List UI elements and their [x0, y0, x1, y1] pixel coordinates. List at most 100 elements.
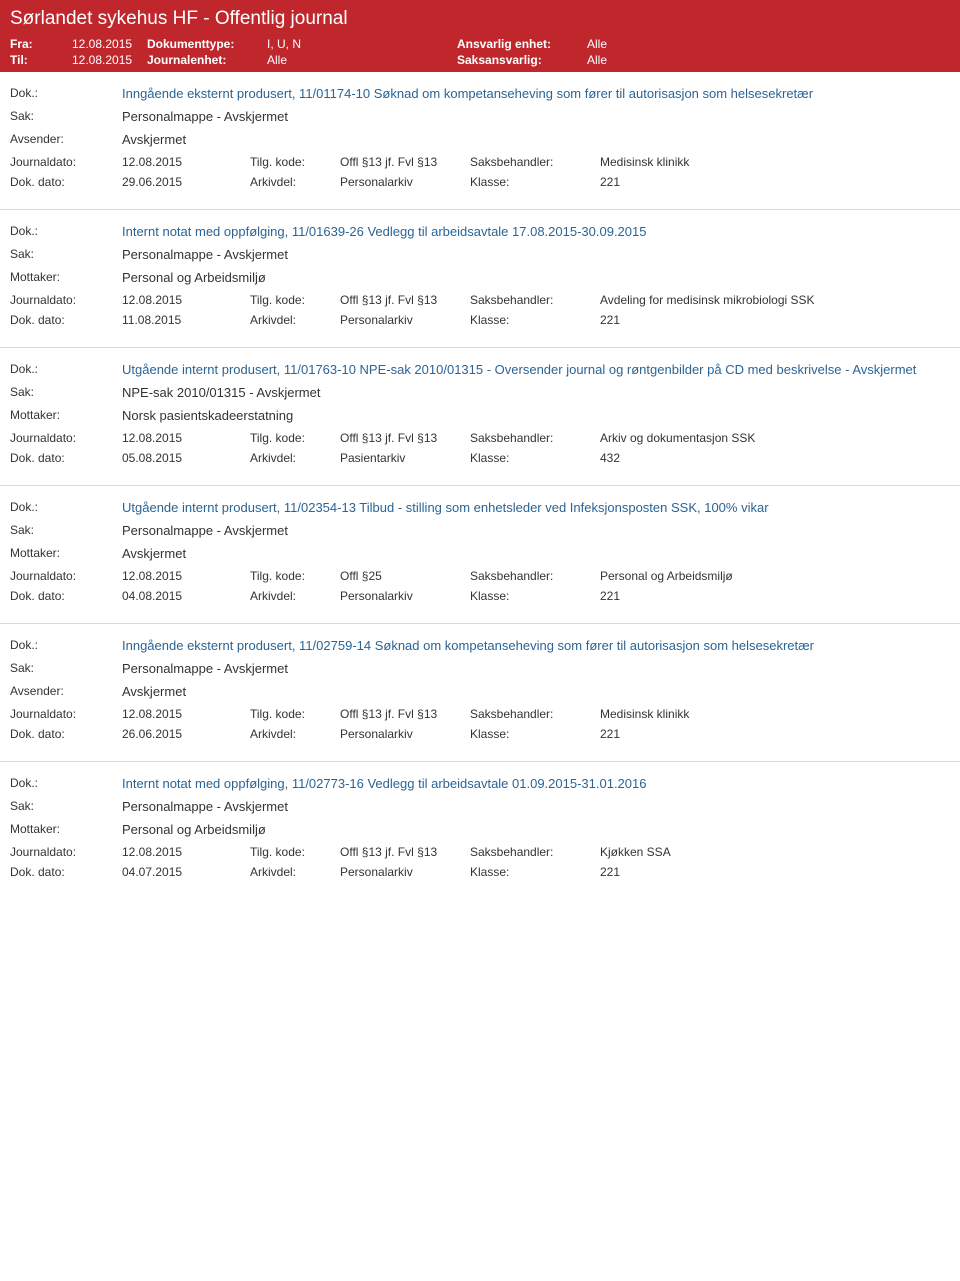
klasse-value: 221 — [600, 313, 950, 327]
dokdato-label: Dok. dato: — [10, 175, 122, 189]
journal-entry: Dok.: Internt notat med oppfølging, 11/0… — [0, 761, 960, 899]
dok-title: Inngående eksternt produsert, 11/01174-1… — [122, 86, 950, 101]
tilgkode-label: Tilg. kode: — [250, 707, 340, 721]
journaldato-label: Journaldato: — [10, 155, 122, 169]
dok-label: Dok.: — [10, 224, 122, 238]
tilgkode-value: Offl §13 jf. Fvl §13 — [340, 707, 470, 721]
dokdato-label: Dok. dato: — [10, 313, 122, 327]
klasse-label: Klasse: — [470, 313, 600, 327]
saksbehandler-label: Saksbehandler: — [470, 569, 600, 583]
klasse-label: Klasse: — [470, 175, 600, 189]
arkivdel-value: Personalarkiv — [340, 727, 470, 741]
journalenhet-value: Alle — [267, 53, 457, 67]
sak-value: NPE-sak 2010/01315 - Avskjermet — [122, 385, 950, 400]
journal-entry: Dok.: Internt notat med oppfølging, 11/0… — [0, 209, 960, 347]
til-label: Til: — [10, 53, 72, 67]
sak-value: Personalmappe - Avskjermet — [122, 247, 950, 262]
dokdato-label: Dok. dato: — [10, 589, 122, 603]
tilgkode-label: Tilg. kode: — [250, 569, 340, 583]
dokdato-value: 11.08.2015 — [122, 313, 250, 327]
fra-value: 12.08.2015 — [72, 37, 147, 51]
dokdato-label: Dok. dato: — [10, 865, 122, 879]
arkivdel-label: Arkivdel: — [250, 727, 340, 741]
party-label: Mottaker: — [10, 408, 122, 422]
saksbehandler-value: Kjøkken SSA — [600, 845, 950, 859]
dokdato-label: Dok. dato: — [10, 727, 122, 741]
saksbehandler-label: Saksbehandler: — [470, 155, 600, 169]
journaldato-value: 12.08.2015 — [122, 845, 250, 859]
party-label: Mottaker: — [10, 822, 122, 836]
tilgkode-value: Offl §13 jf. Fvl §13 — [340, 293, 470, 307]
journaldato-value: 12.08.2015 — [122, 431, 250, 445]
saksbehandler-value: Personal og Arbeidsmiljø — [600, 569, 950, 583]
dokdato-value: 04.07.2015 — [122, 865, 250, 879]
dok-label: Dok.: — [10, 638, 122, 652]
klasse-value: 432 — [600, 451, 950, 465]
tilgkode-label: Tilg. kode: — [250, 293, 340, 307]
dok-title: Inngående eksternt produsert, 11/02759-1… — [122, 638, 950, 653]
sak-value: Personalmappe - Avskjermet — [122, 799, 950, 814]
saksansvarlig-label: Saksansvarlig: — [457, 53, 587, 67]
party-label: Mottaker: — [10, 546, 122, 560]
sak-label: Sak: — [10, 799, 122, 813]
page-header: Sørlandet sykehus HF - Offentlig journal… — [0, 0, 960, 72]
klasse-label: Klasse: — [470, 589, 600, 603]
doktype-label: Dokumenttype: — [147, 37, 267, 51]
journal-entry: Dok.: Inngående eksternt produsert, 11/0… — [0, 623, 960, 761]
sak-label: Sak: — [10, 661, 122, 675]
arkivdel-label: Arkivdel: — [250, 589, 340, 603]
sak-label: Sak: — [10, 247, 122, 261]
dokdato-label: Dok. dato: — [10, 451, 122, 465]
journal-entry: Dok.: Utgående internt produsert, 11/023… — [0, 485, 960, 623]
arkivdel-label: Arkivdel: — [250, 313, 340, 327]
saksbehandler-value: Arkiv og dokumentasjon SSK — [600, 431, 950, 445]
klasse-value: 221 — [600, 727, 950, 741]
dok-label: Dok.: — [10, 500, 122, 514]
dok-label: Dok.: — [10, 86, 122, 100]
dok-label: Dok.: — [10, 362, 122, 376]
sak-label: Sak: — [10, 523, 122, 537]
saksbehandler-label: Saksbehandler: — [470, 707, 600, 721]
klasse-value: 221 — [600, 589, 950, 603]
fra-label: Fra: — [10, 37, 72, 51]
header-row-2: Til: 12.08.2015 Journalenhet: Alle Saksa… — [10, 52, 950, 68]
tilgkode-value: Offl §25 — [340, 569, 470, 583]
dok-title: Utgående internt produsert, 11/01763-10 … — [122, 362, 950, 377]
saksansvarlig-value: Alle — [587, 53, 607, 67]
page-title: Sørlandet sykehus HF - Offentlig journal — [10, 8, 950, 30]
arkivdel-label: Arkivdel: — [250, 865, 340, 879]
dok-title: Utgående internt produsert, 11/02354-13 … — [122, 500, 950, 515]
tilgkode-label: Tilg. kode: — [250, 431, 340, 445]
journaldato-value: 12.08.2015 — [122, 569, 250, 583]
party-value: Avskjermet — [122, 684, 950, 699]
party-value: Avskjermet — [122, 132, 950, 147]
journaldato-label: Journaldato: — [10, 431, 122, 445]
arkivdel-value: Personalarkiv — [340, 175, 470, 189]
journaldato-label: Journaldato: — [10, 293, 122, 307]
party-value: Norsk pasientskadeerstatning — [122, 408, 950, 423]
tilgkode-value: Offl §13 jf. Fvl §13 — [340, 155, 470, 169]
entries-container: Dok.: Inngående eksternt produsert, 11/0… — [0, 72, 960, 899]
journalenhet-label: Journalenhet: — [147, 53, 267, 67]
party-label: Mottaker: — [10, 270, 122, 284]
arkivdel-value: Personalarkiv — [340, 589, 470, 603]
dokdato-value: 26.06.2015 — [122, 727, 250, 741]
sak-label: Sak: — [10, 109, 122, 123]
klasse-value: 221 — [600, 865, 950, 879]
tilgkode-value: Offl §13 jf. Fvl §13 — [340, 431, 470, 445]
party-label: Avsender: — [10, 684, 122, 698]
journaldato-value: 12.08.2015 — [122, 293, 250, 307]
klasse-value: 221 — [600, 175, 950, 189]
dokdato-value: 04.08.2015 — [122, 589, 250, 603]
party-value: Avskjermet — [122, 546, 950, 561]
klasse-label: Klasse: — [470, 451, 600, 465]
tilgkode-label: Tilg. kode: — [250, 845, 340, 859]
journaldato-label: Journaldato: — [10, 707, 122, 721]
dokdato-value: 29.06.2015 — [122, 175, 250, 189]
ansvarlig-label: Ansvarlig enhet: — [457, 37, 587, 51]
sak-value: Personalmappe - Avskjermet — [122, 109, 950, 124]
arkivdel-label: Arkivdel: — [250, 451, 340, 465]
party-value: Personal og Arbeidsmiljø — [122, 822, 950, 837]
journaldato-value: 12.08.2015 — [122, 155, 250, 169]
arkivdel-value: Personalarkiv — [340, 865, 470, 879]
